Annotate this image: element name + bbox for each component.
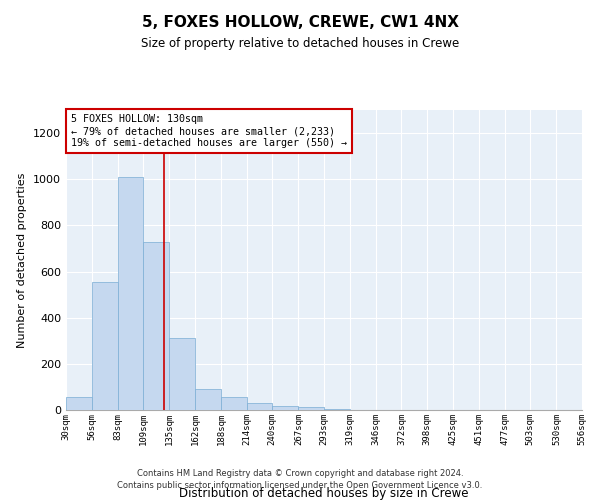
X-axis label: Distribution of detached houses by size in Crewe: Distribution of detached houses by size …: [179, 486, 469, 500]
Text: Contains HM Land Registry data © Crown copyright and database right 2024.: Contains HM Land Registry data © Crown c…: [137, 468, 463, 477]
Bar: [118, 177, 143, 410]
Text: 5, FOXES HOLLOW, CREWE, CW1 4NX: 5, FOXES HOLLOW, CREWE, CW1 4NX: [142, 15, 458, 30]
Bar: [298, 408, 324, 410]
Bar: [324, 409, 350, 410]
Bar: [92, 282, 118, 410]
Text: 5 FOXES HOLLOW: 130sqm
← 79% of detached houses are smaller (2,233)
19% of semi-: 5 FOXES HOLLOW: 130sqm ← 79% of detached…: [71, 114, 347, 148]
Bar: [143, 242, 169, 410]
Y-axis label: Number of detached properties: Number of detached properties: [17, 172, 28, 348]
Bar: [272, 406, 298, 410]
Bar: [196, 389, 221, 410]
Text: Contains public sector information licensed under the Open Government Licence v3: Contains public sector information licen…: [118, 481, 482, 490]
Bar: [221, 398, 247, 410]
Bar: [247, 403, 272, 410]
Text: Size of property relative to detached houses in Crewe: Size of property relative to detached ho…: [141, 38, 459, 51]
Bar: [66, 397, 92, 410]
Bar: [169, 338, 196, 410]
